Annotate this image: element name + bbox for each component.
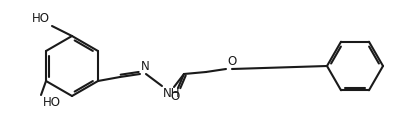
Text: HO: HO (43, 96, 61, 109)
Text: N: N (141, 60, 149, 73)
Text: O: O (227, 55, 236, 68)
Text: NH: NH (162, 87, 180, 100)
Text: O: O (170, 90, 179, 103)
Text: HO: HO (32, 12, 50, 25)
